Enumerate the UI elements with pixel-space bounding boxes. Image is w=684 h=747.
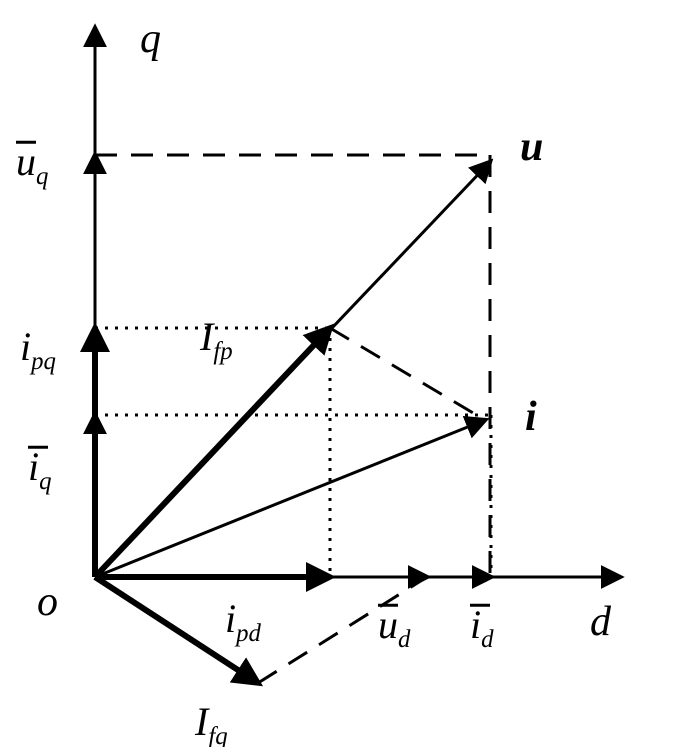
- vector-Ifp: [95, 328, 330, 577]
- origin-label: o: [37, 579, 58, 625]
- label-Ifp: Ifp: [199, 314, 233, 365]
- vector-diagram: q d o u i Ifp Ifq ipd ipq iq uq ud id: [0, 0, 684, 747]
- label-u: u: [520, 124, 543, 170]
- label-ipd: ipd: [225, 596, 262, 647]
- axis-q-label: q: [140, 16, 161, 62]
- label-uq_bar: uq: [16, 139, 48, 190]
- vector-i: [95, 420, 485, 577]
- axis-d-label: d: [590, 599, 612, 645]
- label-ipq: ipq: [20, 324, 56, 375]
- label-iq_bar: iq: [28, 444, 52, 495]
- label-Ifq: Ifq: [194, 699, 228, 747]
- dashed-guide-2: [330, 328, 485, 420]
- label-id_bar: id: [470, 602, 494, 653]
- label-ud_bar: ud: [378, 602, 411, 653]
- label-i: i: [525, 394, 537, 440]
